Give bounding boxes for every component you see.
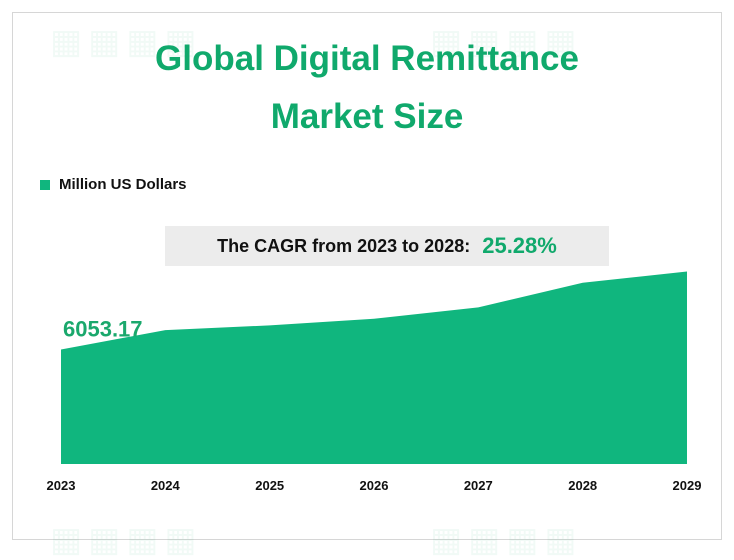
chart-title: Global Digital Remittance Market Size xyxy=(0,30,734,146)
x-tick-label-2029: 2029 xyxy=(673,478,702,493)
legend-label: Million US Dollars xyxy=(59,176,187,193)
cagr-label: The CAGR from 2023 to 2028: xyxy=(217,235,471,256)
x-tick-label-2025: 2025 xyxy=(255,478,284,493)
x-tick-label-2024: 2024 xyxy=(151,478,181,493)
x-tick-label-2023: 2023 xyxy=(47,478,76,493)
x-tick-label-2028: 2028 xyxy=(568,478,597,493)
cagr-value: 25.28% xyxy=(482,233,557,258)
x-tick-label-2027: 2027 xyxy=(464,478,493,493)
chart-title-line2: Market Size xyxy=(270,97,464,136)
cagr-box: The CAGR from 2023 to 2028: 25.28% xyxy=(165,226,609,266)
area-series-million-us-dollars xyxy=(61,271,687,464)
chart-title-line1: Global Digital Remittance xyxy=(155,39,579,78)
data-label-2023: 6053.17 xyxy=(63,317,143,342)
legend-swatch xyxy=(40,179,50,190)
legend: Million US Dollars xyxy=(40,176,187,193)
x-tick-label-2026: 2026 xyxy=(360,478,389,493)
